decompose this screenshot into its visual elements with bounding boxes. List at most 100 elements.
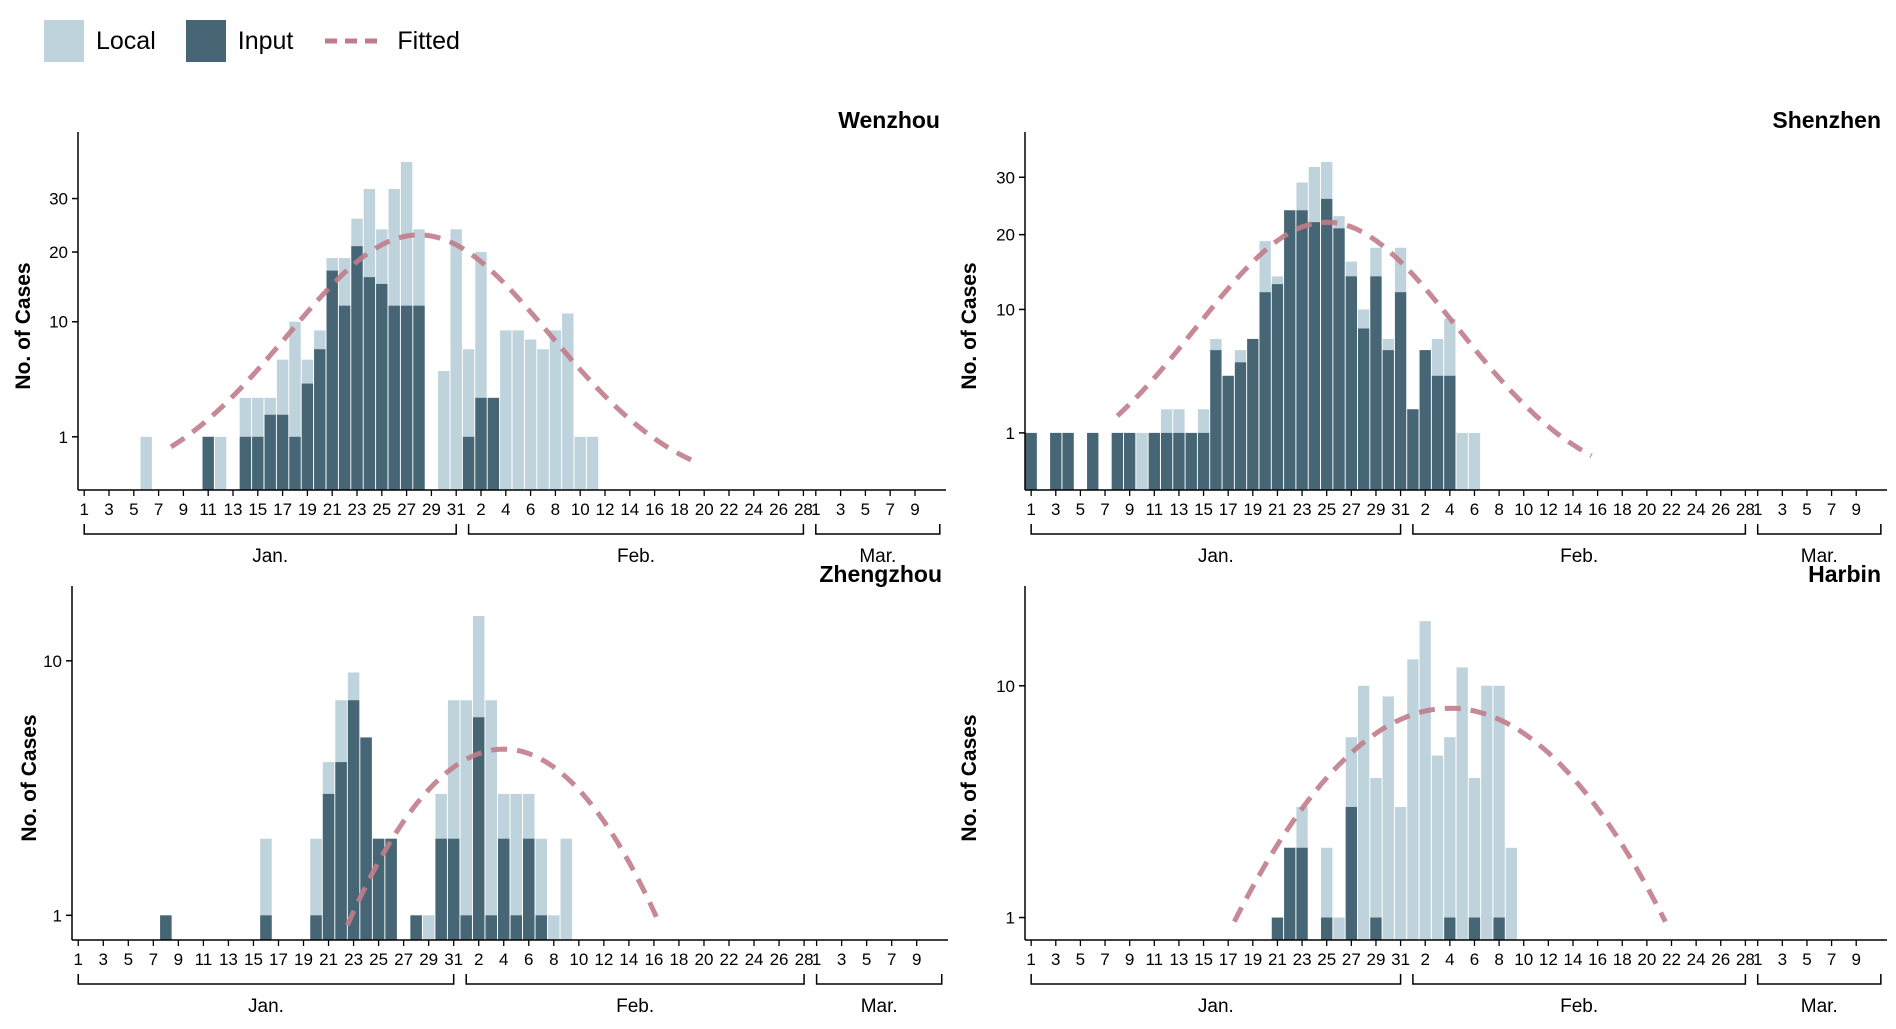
bar-local [462,349,475,490]
x-tick-label: 9 [179,500,188,519]
legend-item-input[interactable]: Input [185,20,294,62]
x-tick-label: 5 [1802,950,1811,969]
bar-local [1431,755,1444,940]
x-tick-label: 5 [862,950,871,969]
bar-input [1370,917,1382,940]
bar-input [472,717,485,940]
x-tick-label: 1 [1753,950,1762,969]
bar-local [512,330,524,490]
y-axis-label: No. of Cases [18,714,41,841]
x-tick-label: 31 [444,950,463,969]
x-tick-label: 13 [1169,500,1188,519]
x-tick-label: 22 [1662,500,1681,519]
bar-input [1185,432,1197,490]
bar-local [450,229,462,490]
x-tick-label: 22 [720,950,739,969]
x-tick-label: 9 [912,950,921,969]
bar-local [260,838,272,940]
x-tick-label: 3 [837,950,846,969]
y-tick-label: 10 [43,652,62,671]
x-tick-label: 21 [319,950,338,969]
month-label: Jan. [252,546,288,567]
x-tick-label: 10 [569,950,588,969]
x-tick-label: 3 [1051,500,1060,519]
month-bracket [815,974,943,985]
x-tick-label: 11 [195,950,213,969]
x-tick-label: 31 [1391,950,1410,969]
x-tick-label: 4 [501,500,510,519]
legend-item-local[interactable]: Local [44,20,156,62]
x-tick-label: 26 [770,950,789,969]
y-tick-label: 10 [49,313,68,332]
month-label: Jan. [1198,546,1234,567]
bar-input [202,436,214,490]
bar-input [1284,210,1296,491]
x-tick-label: 1 [811,500,820,519]
bar-input [376,283,388,490]
bar-local [1493,685,1505,940]
chart-title: Harbin [1808,561,1881,587]
bar-local [447,700,460,940]
x-tick-label: 19 [294,950,313,969]
x-tick-label: 18 [670,500,689,519]
x-tick-label: 24 [745,950,764,969]
bar-local [140,436,152,490]
x-tick-label: 29 [1366,950,1385,969]
x-tick-label: 9 [1851,500,1860,519]
bar-input [1357,328,1370,490]
x-tick-label: 24 [1687,950,1706,969]
month-bracket [83,524,457,535]
x-tick-label: 2 [1420,950,1429,969]
x-tick-label: 24 [1687,500,1706,519]
month-bracket [1756,524,1882,535]
bar-local [574,436,586,490]
bar-input [347,700,360,940]
bar-input [1173,432,1185,490]
month-bracket [815,524,941,535]
month-bracket [1756,974,1882,985]
bar-local [524,339,537,490]
x-tick-label: 2 [476,500,485,519]
x-tick-label: 7 [1100,500,1109,519]
bar-input [1210,350,1222,490]
x-tick-label: 7 [1827,950,1836,969]
x-tick-label: 5 [1802,500,1811,519]
legend-label-input: Input [237,26,294,55]
month-label: Mar. [1801,996,1838,1017]
x-tick-label: 26 [1711,500,1730,519]
x-tick-label: 25 [1317,500,1336,519]
x-tick-label: 29 [1366,500,1385,519]
x-tick-label: 22 [1662,950,1681,969]
legend-item-fitted[interactable]: Fitted [323,20,460,62]
bar-input [301,383,314,490]
x-tick-label: 28 [1736,950,1755,969]
bar-local [1468,432,1481,490]
x-tick-label: 7 [1827,500,1836,519]
bar-local [1382,696,1394,940]
bar-input [400,305,413,490]
x-tick-label: 18 [1613,500,1632,519]
x-tick-label: 20 [695,950,714,969]
bar-input [351,246,363,490]
bar-input [523,838,535,940]
x-tick-label: 1 [1753,500,1762,519]
x-tick-label: 29 [422,500,441,519]
x-tick-label: 29 [419,950,438,969]
month-label: Feb. [617,546,655,567]
month-bracket [1412,524,1747,535]
month-label: Jan. [248,996,284,1017]
x-tick-label: 19 [1243,500,1262,519]
bar-input [388,305,400,490]
x-tick-label: 12 [1539,950,1558,969]
x-tick-label: 24 [744,500,763,519]
x-tick-label: 13 [224,500,243,519]
fitted-curve [345,746,663,927]
bar-input [252,436,264,490]
bar-input [485,915,497,940]
bar-input [1444,375,1456,490]
x-tick-label: 5 [1076,500,1085,519]
bar-local [535,838,548,940]
